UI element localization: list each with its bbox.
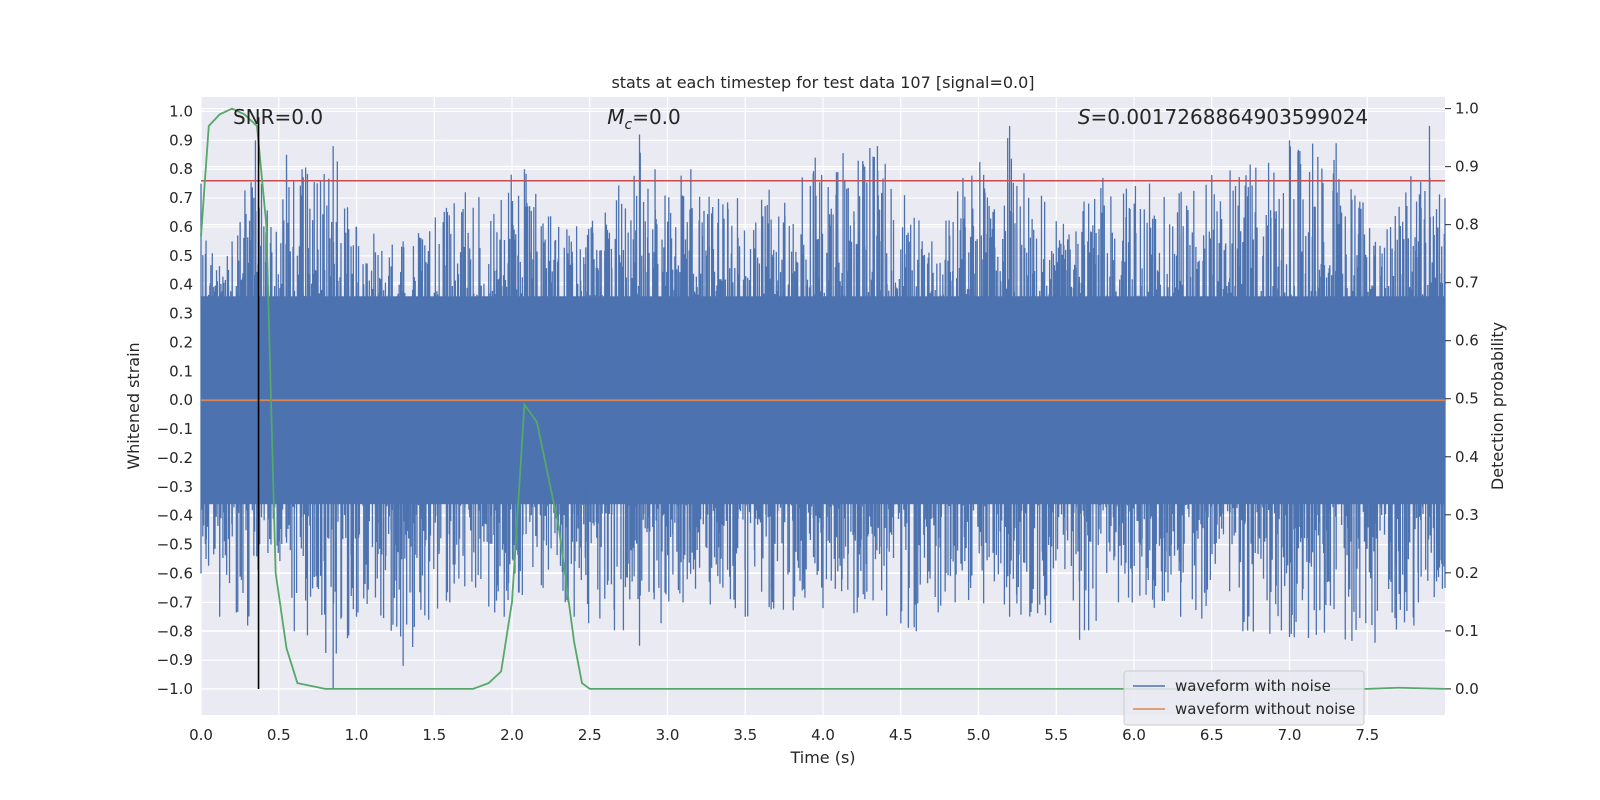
- left-y-tick-label: −0.2: [157, 449, 193, 467]
- legend-label-clean: waveform without noise: [1175, 700, 1355, 718]
- right-y-tick-label: 0.1: [1455, 622, 1479, 640]
- left-y-tick-label: −0.5: [157, 536, 193, 554]
- legend-box: [1123, 670, 1365, 726]
- right-y-tick-label: 0.6: [1455, 332, 1479, 350]
- left-y-tick-label: −0.8: [157, 622, 193, 640]
- right-y-tick-label: 0.2: [1455, 564, 1479, 582]
- line-series: [200, 107, 1446, 690]
- left-y-tick-label: −0.7: [157, 593, 193, 611]
- annotation-chirp-mass-symbol: M: [607, 105, 624, 129]
- annotation-significance-symbol: S: [1078, 105, 1091, 129]
- annotation-chirp-mass-value: =0.0: [632, 105, 681, 129]
- left-y-axis: 1.0 0.9 0.8 0.7 0.6 0.5 0.4 0.3 0.2 0.1 0.0 −0.1 −0.…: [157, 102, 193, 698]
- right-y-tick-label: 1.0: [1455, 100, 1479, 118]
- right-y-tick-label: 0.0: [1455, 680, 1479, 698]
- left-y-tick-label: 0.4: [169, 276, 193, 294]
- x-tick-label: 3.0: [656, 726, 680, 744]
- x-tick-label: 5.5: [1044, 726, 1068, 744]
- x-tick-label: 6.0: [1122, 726, 1146, 744]
- legend: waveform with noise waveform without noi…: [1123, 670, 1365, 726]
- left-y-tick-label: −1.0: [157, 680, 193, 698]
- annotation-significance: S=0.0017268864903599024: [1078, 105, 1368, 129]
- left-y-tick-label: −0.4: [157, 507, 193, 525]
- left-y-axis-label: Whitened strain: [124, 342, 143, 469]
- x-tick-label: 1.0: [345, 726, 369, 744]
- x-tick-label: 0.0: [189, 726, 213, 744]
- noise-waveform: [200, 125, 1446, 690]
- annotation-significance-value: =0.0017268864903599024: [1091, 105, 1369, 129]
- left-y-tick-label: 0.5: [169, 247, 193, 265]
- x-axis: 0.0 0.5 1.0 1.5 2.0 2.5 3.0 3.5 4.0 4.5 5.0 5.5 6.0 6…: [189, 726, 1379, 744]
- x-tick-label: 5.0: [967, 726, 991, 744]
- right-y-tick-label: 0.8: [1455, 216, 1479, 234]
- right-y-tick-label: 0.5: [1455, 390, 1479, 408]
- left-y-tick-label: 0.3: [169, 305, 193, 323]
- annotation-snr: SNR=0.0: [233, 105, 323, 129]
- left-y-tick-label: 0.0: [169, 391, 193, 409]
- x-tick-label: 6.5: [1200, 726, 1224, 744]
- detection-probability-line: [200, 107, 1446, 690]
- right-y-tick-label: 0.9: [1455, 158, 1479, 176]
- left-y-tick-label: 0.8: [169, 160, 193, 178]
- right-y-axis: 1.0 0.9 0.8 0.7 0.6 0.5 0.4 0.3 0.2 0.1 0.0: [1445, 100, 1479, 698]
- left-y-tick-label: −0.3: [157, 478, 193, 496]
- x-tick-label: 7.0: [1278, 726, 1302, 744]
- left-y-tick-label: 0.1: [169, 362, 193, 380]
- right-y-tick-label: 0.3: [1455, 506, 1479, 524]
- left-y-tick-label: 0.6: [169, 218, 193, 236]
- x-tick-label: 0.5: [267, 726, 291, 744]
- right-y-axis-label: Detection probability: [1488, 322, 1507, 490]
- left-y-tick-label: 0.2: [169, 333, 193, 351]
- left-y-tick-label: −0.9: [157, 651, 193, 669]
- left-y-tick-label: −0.6: [157, 564, 193, 582]
- x-tick-label: 4.0: [811, 726, 835, 744]
- left-y-tick-label: 0.7: [169, 189, 193, 207]
- left-y-tick-label: 1.0: [169, 102, 193, 120]
- chart-title: stats at each timestep for test data 107…: [611, 73, 1034, 92]
- x-axis-label: Time (s): [789, 748, 855, 767]
- annotation-chirp-mass-subscript: c: [624, 117, 632, 133]
- left-y-tick-label: 0.9: [169, 131, 193, 149]
- x-tick-label: 2.0: [500, 726, 524, 744]
- right-y-tick-label: 0.7: [1455, 274, 1479, 292]
- x-tick-label: 4.5: [889, 726, 913, 744]
- x-tick-label: 3.5: [733, 726, 757, 744]
- left-y-tick-label: −0.1: [157, 420, 193, 438]
- legend-label-noise: waveform with noise: [1175, 677, 1331, 695]
- x-tick-label: 2.5: [578, 726, 602, 744]
- right-y-tick-label: 0.4: [1455, 448, 1479, 466]
- x-tick-label: 1.5: [422, 726, 446, 744]
- x-tick-label: 7.5: [1355, 726, 1379, 744]
- annotation-chirp-mass: Mc=0.0: [607, 105, 681, 133]
